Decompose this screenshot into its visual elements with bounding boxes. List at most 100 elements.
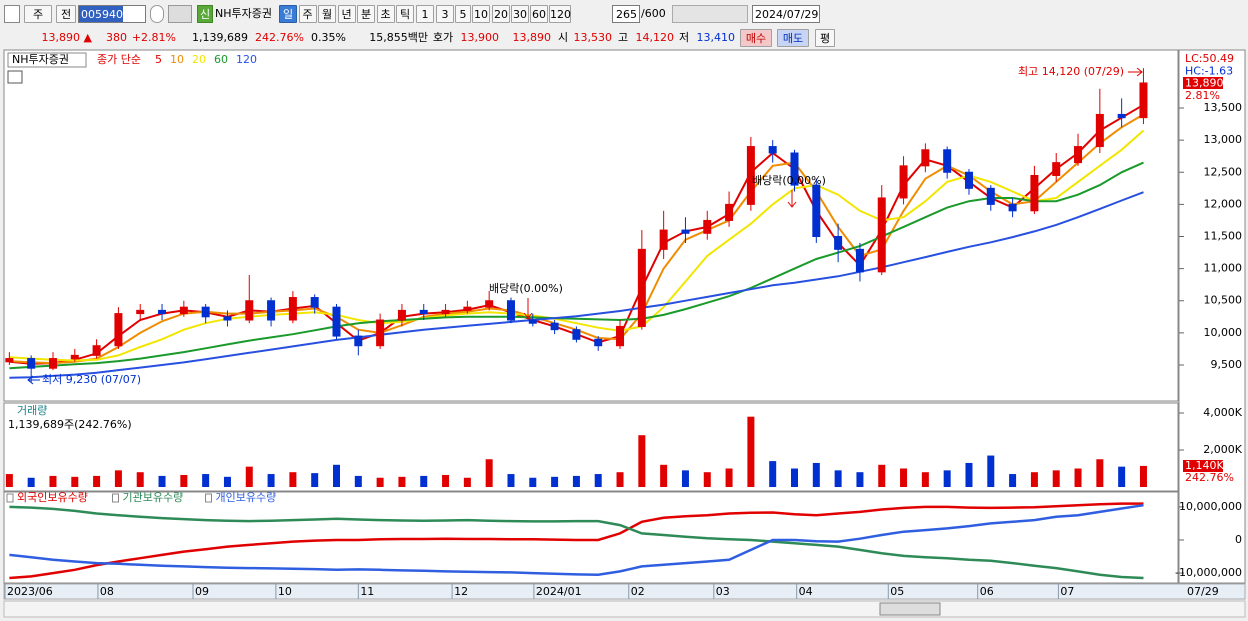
y-tick-label: 13,000 — [1204, 133, 1243, 146]
candle-body — [1139, 82, 1148, 119]
y-tick-label: -10,000,000 — [1175, 566, 1242, 579]
quote-bid: 13,890 — [512, 31, 552, 44]
annotation: 최저 9,230 (07/07) — [42, 373, 141, 386]
scroll-buttons[interactable] — [879, 602, 941, 616]
interval-button[interactable]: 10 — [472, 5, 490, 23]
volume-bar — [1096, 459, 1104, 488]
legend-entry: 10 — [170, 53, 184, 66]
y-tick-label: 4,000K — [1203, 406, 1242, 419]
candle-body — [964, 171, 973, 189]
sound-icon[interactable] — [168, 5, 192, 23]
annotation: 배당락(0.00%) — [752, 174, 826, 187]
buy-button[interactable]: 매수 — [740, 29, 772, 47]
candle-body — [288, 297, 297, 321]
interval-button[interactable]: 20 — [492, 5, 510, 23]
candle-body — [332, 306, 341, 337]
y-tick-label: 13,500 — [1204, 101, 1243, 114]
y-tick-label: 10,000,000 — [1179, 500, 1242, 513]
chart-title: NH투자증권 — [12, 53, 69, 66]
holdings-line — [9, 503, 1144, 576]
menu-icon[interactable] — [4, 5, 20, 23]
candle-body — [397, 309, 406, 321]
count-input[interactable]: 265 — [612, 5, 640, 23]
period-button[interactable]: 분 — [357, 5, 375, 23]
volume-bar — [71, 476, 79, 488]
interval-button[interactable]: 1 — [416, 5, 434, 23]
candle-body — [136, 309, 145, 315]
avg-button[interactable]: 평 — [815, 29, 835, 47]
annotation: 배당락(0.00%) — [489, 282, 563, 295]
right-label: 13,890 — [1185, 77, 1224, 90]
search-icon[interactable] — [150, 5, 164, 23]
right-label: 1,140K — [1185, 459, 1224, 472]
volume-bar — [158, 475, 166, 488]
prev-button[interactable]: 전 — [56, 5, 76, 23]
candle-body — [158, 309, 167, 315]
volume-bar — [5, 474, 13, 488]
x-tick-label: 2023/06 — [7, 585, 53, 598]
right-axis — [1178, 49, 1246, 584]
candle-body — [310, 297, 319, 308]
volume-bar — [289, 472, 297, 488]
volume-bar — [878, 464, 886, 488]
quote-low: 13,410 — [696, 31, 736, 44]
y-tick-label: 12,000 — [1204, 197, 1243, 210]
volume-bar — [180, 474, 188, 488]
interval-button[interactable]: 120 — [549, 5, 571, 23]
volume-bar — [856, 472, 864, 488]
volume-bar — [485, 459, 493, 488]
stock-name: NH투자증권 — [215, 7, 272, 20]
annotation-arrow — [787, 190, 797, 208]
interval-button[interactable]: 30 — [511, 5, 529, 23]
period-button[interactable]: 초 — [376, 5, 395, 23]
candle-body — [245, 300, 254, 321]
candle-body — [354, 335, 363, 347]
date-input[interactable]: 2024/07/29 — [752, 5, 820, 23]
period-button[interactable]: 년 — [337, 5, 356, 23]
x-tick-label: 02 — [631, 585, 645, 598]
sell-button[interactable]: 매도 — [777, 29, 809, 47]
table-icon[interactable] — [7, 70, 23, 84]
candle-body — [114, 313, 123, 347]
candle-body — [550, 322, 559, 331]
holdings-line — [9, 502, 1144, 580]
x-tick-label: 05 — [890, 585, 904, 598]
candle-body — [790, 152, 799, 186]
candle-body — [899, 165, 908, 199]
period-button[interactable]: 월 — [318, 5, 336, 23]
volume-bar — [725, 468, 733, 488]
volume-bar — [594, 474, 602, 488]
tool-icons[interactable] — [672, 5, 748, 23]
candle-body — [1030, 174, 1039, 212]
scrollbar[interactable] — [3, 600, 1246, 618]
volume-bar — [114, 470, 122, 488]
quote-change-pct: +2.81% — [131, 31, 176, 44]
volume-bar — [812, 462, 820, 488]
quote-low-label: 저 — [678, 31, 690, 44]
interval-button[interactable]: 60 — [530, 5, 548, 23]
right-label: HC:-1.63 — [1185, 64, 1233, 77]
period-button[interactable]: 일 — [279, 5, 297, 23]
volume-bar — [1139, 465, 1147, 488]
volume-bar — [245, 466, 253, 488]
period-unit-select[interactable]: 주 — [24, 5, 52, 23]
volume-bar — [529, 477, 537, 488]
x-tick-label: 08 — [100, 585, 114, 598]
interval-button[interactable]: 5 — [455, 5, 471, 23]
period-button[interactable]: 주 — [298, 5, 317, 23]
interval-button[interactable]: 3 — [436, 5, 454, 23]
quote-open: 13,530 — [573, 31, 613, 44]
last-volume-box — [1183, 460, 1223, 472]
volume-bar — [1030, 472, 1038, 488]
period-button[interactable]: 틱 — [396, 5, 414, 23]
y-tick-label: 11,000 — [1204, 262, 1243, 275]
candle-body — [70, 354, 79, 360]
quote-price: 13,890 ▲ — [41, 31, 92, 44]
candle-body — [637, 248, 646, 327]
annotation-arrow — [1128, 67, 1143, 77]
candle-body — [1052, 162, 1061, 176]
candle-body — [92, 345, 101, 356]
candle-body — [463, 306, 472, 311]
code-input[interactable]: 005940 — [78, 5, 146, 23]
